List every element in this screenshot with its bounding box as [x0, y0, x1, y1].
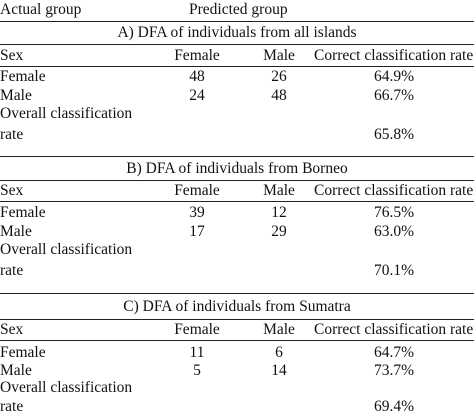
- cell-female-male: 6: [275, 344, 283, 361]
- cell-male-female: 24: [189, 87, 205, 104]
- col-rate-header: Correct classification rate: [314, 321, 474, 338]
- row-label-overall: Overall classification: [0, 105, 133, 122]
- predicted-group-header: Predicted group: [189, 1, 288, 18]
- cell-male-male: 14: [271, 362, 287, 379]
- divider: [0, 156, 474, 157]
- row-label-male: Male: [0, 87, 32, 104]
- col-sex-header: Sex: [0, 182, 24, 199]
- cell-male-rate: 63.0%: [373, 223, 414, 240]
- cell-female-rate: 64.7%: [373, 344, 414, 361]
- row-label-male: Male: [0, 362, 32, 379]
- cell-male-rate: 73.7%: [373, 362, 414, 379]
- cell-overall-rate: 65.8%: [373, 126, 414, 143]
- divider: [0, 319, 474, 320]
- cell-male-male: 48: [271, 87, 287, 104]
- section-c-title: C) DFA of individuals from Sumatra: [123, 298, 351, 315]
- cell-female-female: 39: [189, 204, 205, 221]
- cell-male-female: 17: [189, 223, 205, 240]
- divider: [0, 201, 474, 202]
- row-label-overall-rate: rate: [0, 126, 24, 143]
- divider: [0, 293, 474, 294]
- row-label-female: Female: [0, 68, 46, 85]
- divider: [0, 66, 474, 67]
- actual-group-header: Actual group: [0, 1, 82, 18]
- section-a-title: A) DFA of individuals from all islands: [117, 24, 357, 41]
- col-male-header: Male: [263, 182, 295, 199]
- row-label-overall-rate: rate: [0, 398, 24, 415]
- col-sex-header: Sex: [0, 321, 24, 338]
- cell-female-male: 26: [271, 68, 287, 85]
- divider: [0, 340, 474, 341]
- cell-female-rate: 76.5%: [373, 204, 414, 221]
- cell-male-male: 29: [271, 223, 287, 240]
- col-female-header: Female: [174, 182, 220, 199]
- col-rate-header: Correct classification rate: [314, 182, 474, 199]
- cell-female-male: 12: [271, 204, 287, 221]
- col-male-header: Male: [263, 47, 295, 64]
- col-sex-header: Sex: [0, 47, 24, 64]
- cell-overall-rate: 70.1%: [373, 262, 414, 279]
- section-b-title: B) DFA of individuals from Borneo: [126, 160, 348, 177]
- col-female-header: Female: [174, 321, 220, 338]
- row-label-male: Male: [0, 223, 32, 240]
- cell-female-female: 48: [189, 68, 205, 85]
- cell-female-female: 11: [189, 344, 205, 361]
- cell-overall-rate: 69.4%: [373, 398, 414, 415]
- row-label-female: Female: [0, 344, 46, 361]
- row-label-female: Female: [0, 204, 46, 221]
- row-label-overall-rate: rate: [0, 262, 24, 279]
- cell-male-rate: 66.7%: [373, 87, 414, 104]
- col-male-header: Male: [263, 321, 295, 338]
- cell-male-female: 5: [193, 362, 201, 379]
- row-label-overall: Overall classification: [0, 379, 133, 396]
- divider: [0, 180, 474, 181]
- row-label-overall: Overall classification: [0, 241, 133, 258]
- cell-female-rate: 64.9%: [373, 68, 414, 85]
- divider: [0, 21, 474, 22]
- col-female-header: Female: [174, 47, 220, 64]
- col-rate-header: Correct classification rate: [314, 47, 474, 64]
- divider: [0, 44, 474, 45]
